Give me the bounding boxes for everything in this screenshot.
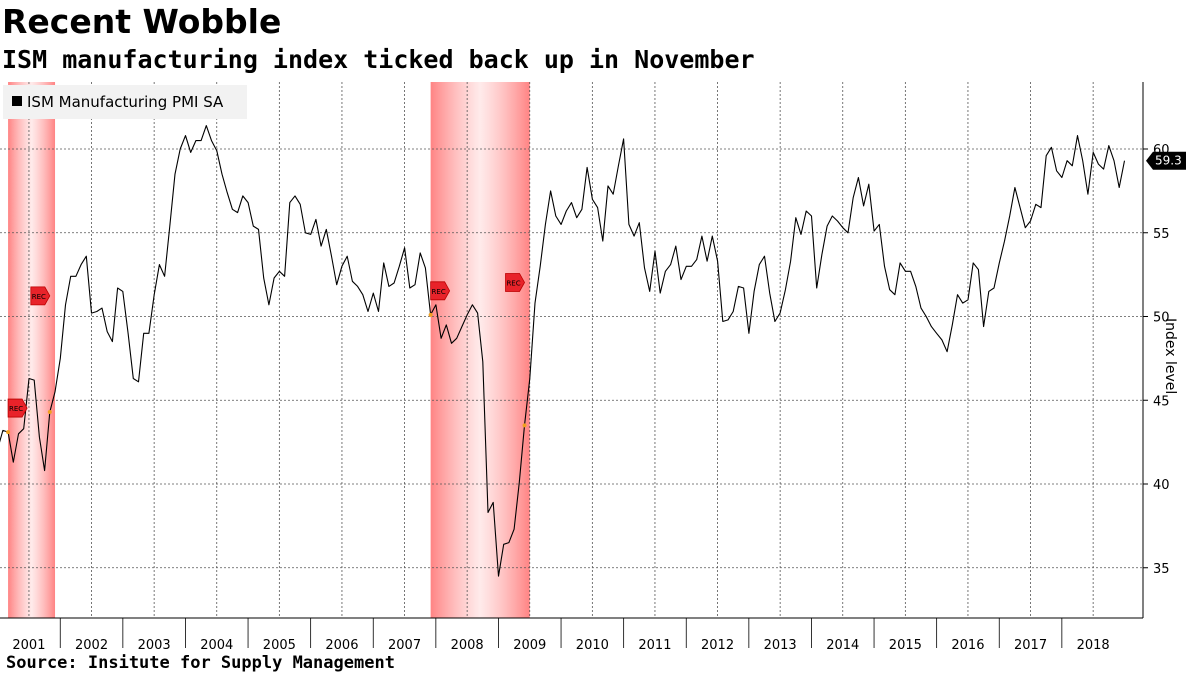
x-tick-label: 2007 [388, 638, 421, 653]
x-tick-label: 2006 [325, 638, 358, 653]
x-tick-label: 2015 [889, 638, 922, 653]
chart-title: Recent Wobble [2, 2, 282, 41]
y-tick-label: 35 [1153, 562, 1170, 577]
x-tick-label: 2004 [200, 638, 233, 653]
y-tick-label: 50 [1153, 311, 1170, 326]
recession-marker: REC [430, 281, 451, 301]
recession-marker: REC [30, 286, 51, 306]
recession-band [8, 82, 56, 618]
source-note: Source: Insitute for Supply Management [6, 653, 395, 673]
recession-marker-label: REC [9, 405, 23, 413]
grid [0, 82, 1143, 618]
legend-swatch [12, 96, 22, 106]
chart-subtitle: ISM manufacturing index ticked back up i… [2, 45, 755, 74]
x-tick-label: 2014 [826, 638, 859, 653]
x-tick-label: 2013 [764, 638, 797, 653]
x-tick-label: 2011 [638, 638, 671, 653]
x-tick-label: 2017 [1014, 638, 1047, 653]
last-value-label: 59.3 [1155, 154, 1182, 168]
recession-marker: REC [505, 273, 525, 292]
y-tick-label: 45 [1153, 394, 1170, 409]
recession-markers: REC REC REC REC [6, 273, 527, 435]
x-tick-label: 2018 [1077, 638, 1110, 653]
x-tick-label: 2012 [701, 638, 734, 653]
recession-end-dot [47, 409, 52, 414]
recession-marker: REC [7, 398, 28, 418]
recession-band [430, 82, 530, 618]
recession-start-dot [6, 430, 11, 435]
last-value-badge[interactable]: 59.3 [1146, 151, 1186, 170]
y-axis-label: Index level [1162, 318, 1178, 395]
legend: ISM Manufacturing PMI SA [3, 85, 247, 119]
legend-entry: ISM Manufacturing PMI SA [27, 93, 224, 111]
y-tick-label: 55 [1153, 227, 1170, 242]
recession-bands [8, 82, 530, 618]
x-tick-label: 2016 [951, 638, 984, 653]
recession-marker-label: REC [506, 279, 520, 287]
recession-start-dot [428, 312, 433, 317]
recession-marker-label: REC [432, 288, 446, 296]
recession-marker-label: REC [32, 293, 46, 301]
legend-background [3, 85, 247, 119]
x-tick-label: 2010 [576, 638, 609, 653]
series-layer [0, 125, 1126, 577]
recession-end-dot [522, 423, 527, 428]
x-tick-label: 2002 [75, 638, 108, 653]
x-tick-label: 2008 [451, 638, 484, 653]
x-tick-label: 2005 [263, 638, 296, 653]
x-tick-label: 2003 [138, 638, 171, 653]
x-tick-label: 2001 [12, 638, 45, 653]
x-tick-label: 2009 [513, 638, 546, 653]
y-tick-label: 40 [1153, 478, 1170, 493]
series-line [0, 125, 1126, 577]
